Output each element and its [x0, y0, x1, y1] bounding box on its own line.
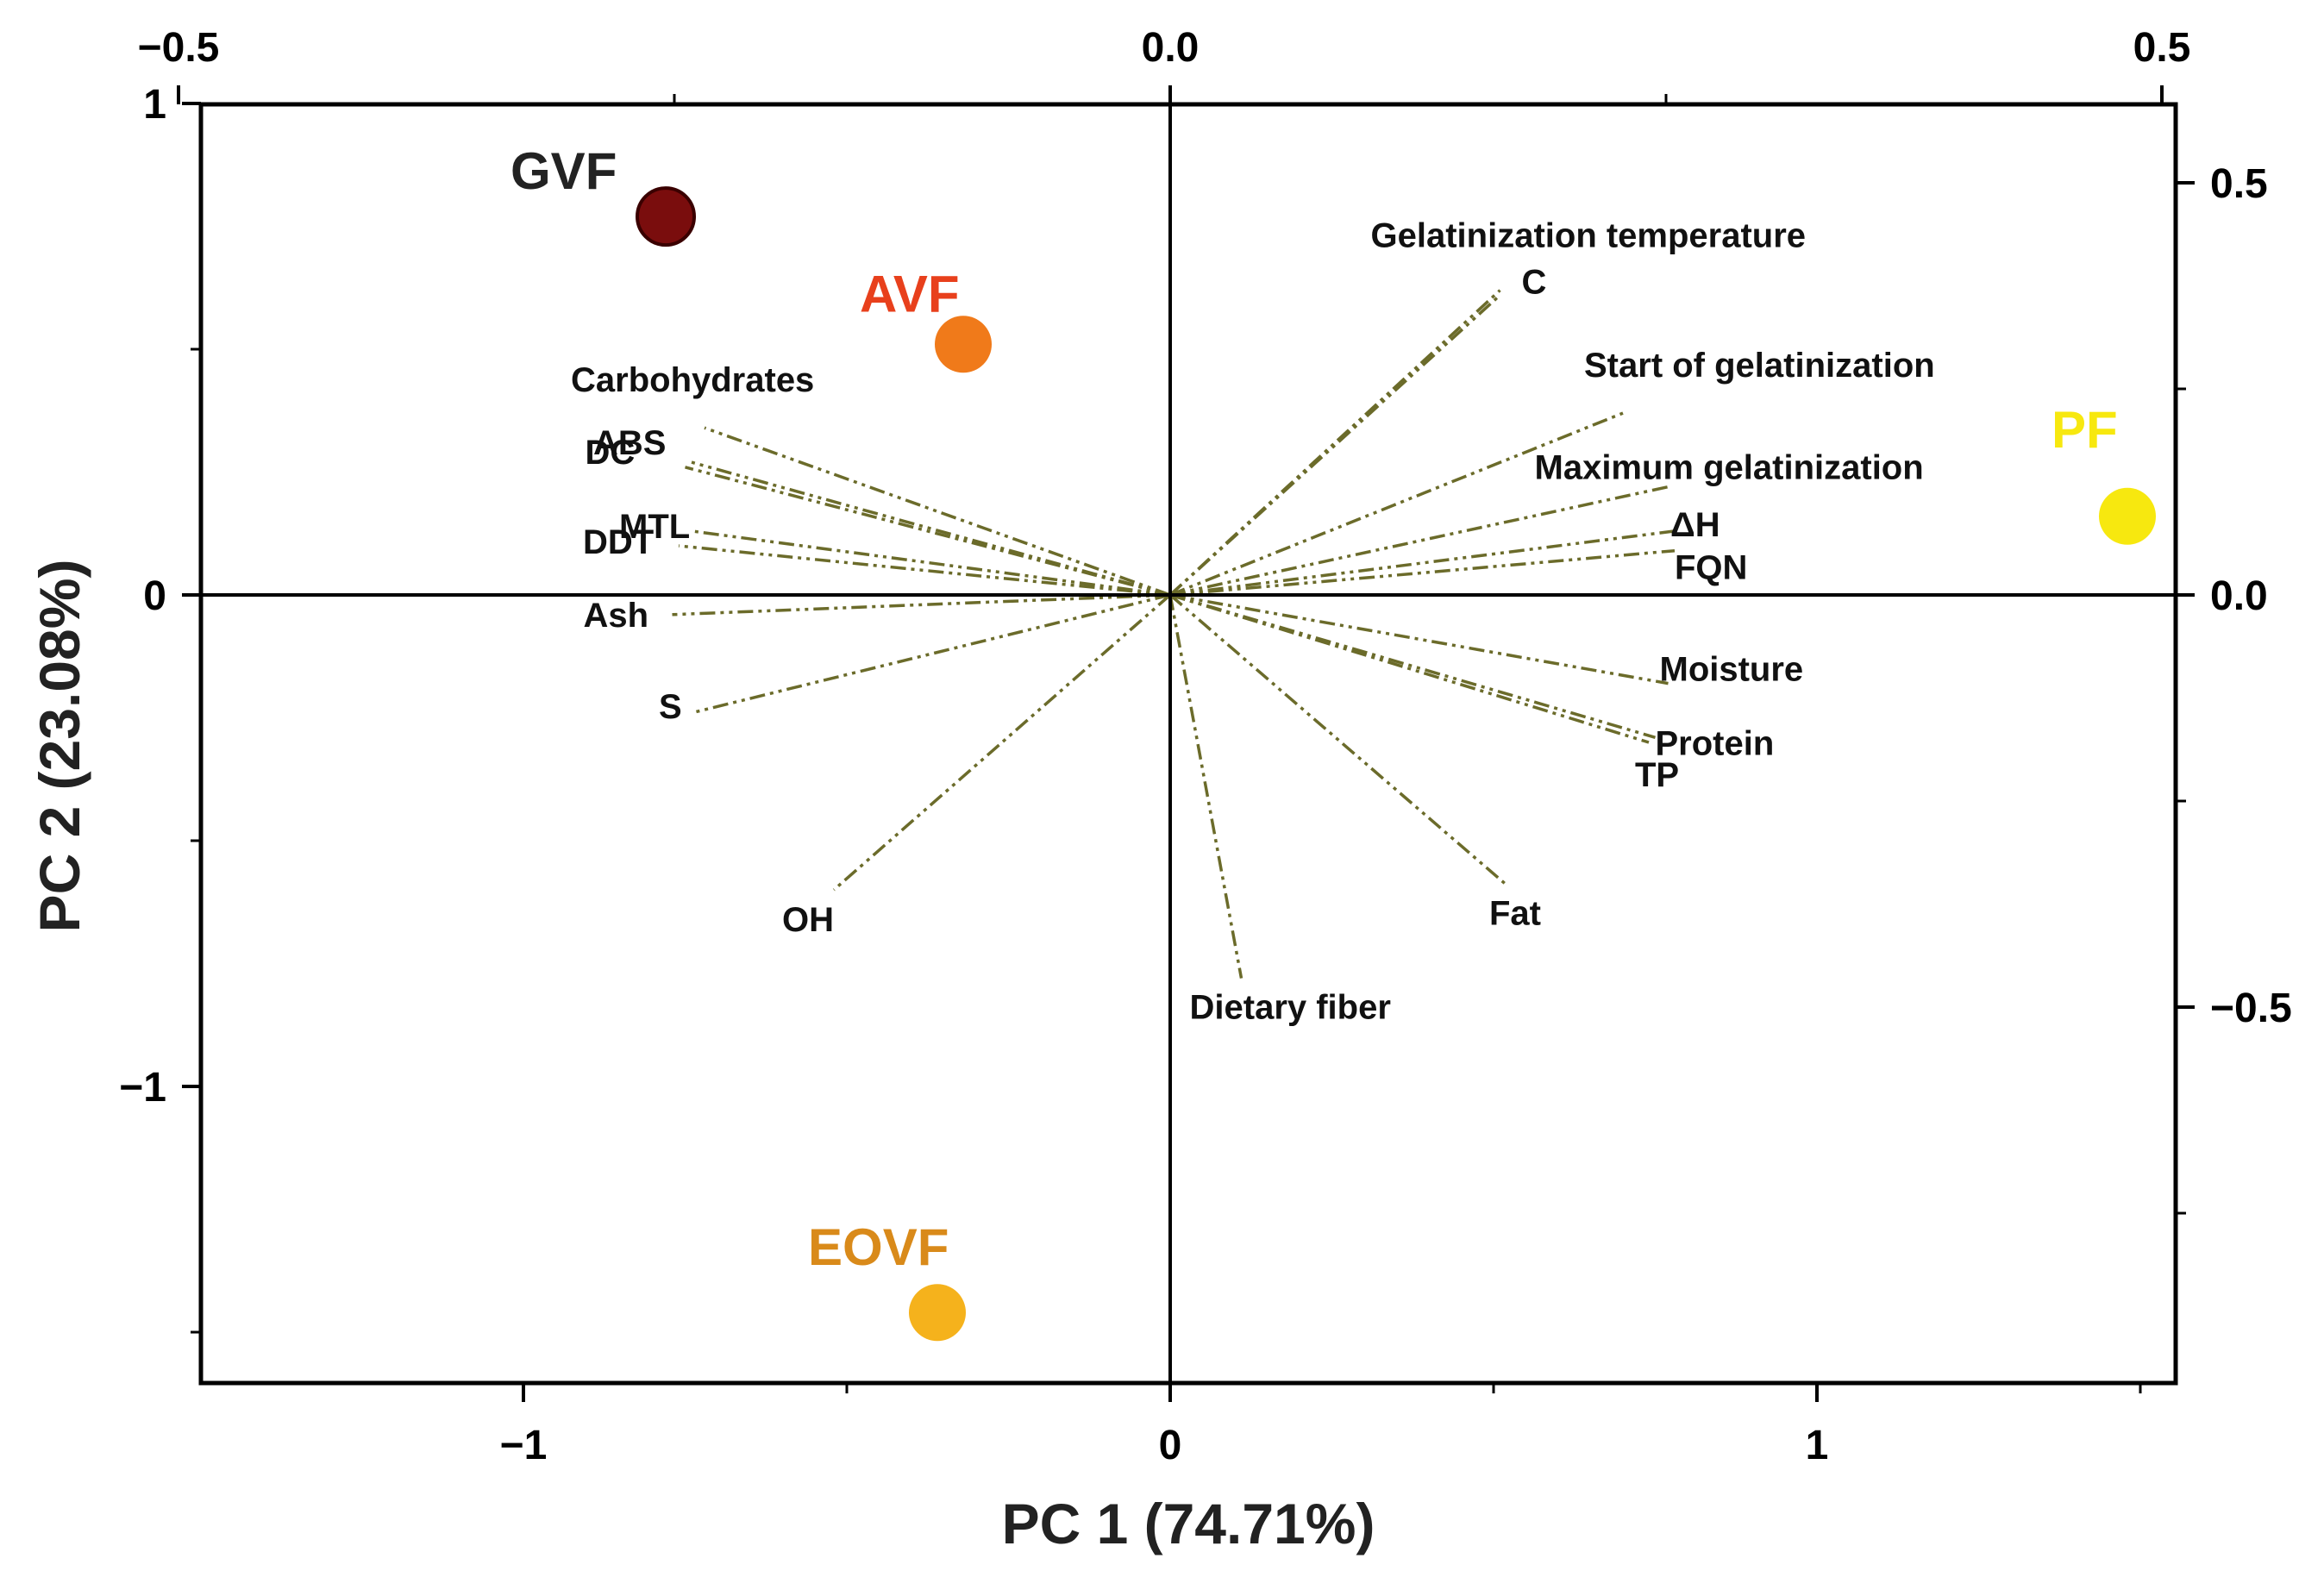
loading-label: ΔH — [1670, 506, 1720, 544]
sample-points: GVF AVF PF EOVF — [511, 142, 2156, 1342]
loading-label: C — [1522, 263, 1547, 301]
sample-point — [636, 186, 696, 247]
loading-vector — [672, 593, 1171, 617]
loading-vector — [691, 593, 1171, 715]
plot-frame — [198, 102, 2178, 1386]
loading-label: Moisture — [1660, 651, 1804, 689]
loading-label: DC — [586, 434, 636, 472]
top-tick-label: 0.5 — [2133, 25, 2191, 71]
loading-label: MTL — [619, 508, 690, 546]
sample-label: AVF — [860, 265, 960, 322]
loading-vector — [691, 460, 1171, 597]
sample-point — [935, 316, 992, 373]
sample-label: EOVF — [808, 1218, 949, 1276]
loading-label: Protein — [1656, 724, 1775, 762]
loading-label: DDT — [583, 523, 654, 561]
loading-label: Gelatinization temperature — [1371, 217, 1807, 255]
loading-vector — [1169, 593, 1650, 744]
loading-label: Dietary fiber — [1190, 989, 1391, 1027]
y-tick-label: 1 — [143, 82, 166, 128]
sample-label: GVF — [511, 142, 617, 200]
x-axis-title: PC 1 (74.71%) — [1002, 1492, 1375, 1555]
loading-label: OH — [782, 901, 834, 939]
loading-label: Carbohydrates — [571, 361, 814, 399]
x-tick-label: −1 — [500, 1423, 548, 1468]
right-tick-label: −0.5 — [2210, 986, 2292, 1031]
right-tick-label: 0.0 — [2210, 573, 2268, 619]
loading-vector — [691, 529, 1171, 597]
loading-vector — [678, 544, 1171, 597]
y-tick-label: −1 — [119, 1065, 166, 1111]
loading-vector — [1168, 289, 1501, 597]
loading-vector — [1169, 593, 1656, 739]
loading-vector — [1169, 548, 1676, 597]
sample-label: PF — [2052, 401, 2118, 459]
loading-label: ABS — [593, 424, 666, 462]
loading-vector — [1169, 529, 1676, 597]
loading-vectors — [672, 289, 1676, 979]
right-tick-label: 0.5 — [2210, 161, 2268, 207]
sample-point — [909, 1284, 966, 1342]
loading-vector — [1168, 294, 1501, 597]
y-axis-title: PC 2 (23.08%) — [28, 560, 91, 933]
sample-point — [2099, 487, 2156, 545]
loading-vector — [1169, 485, 1669, 597]
top-tick-label: −0.5 — [138, 25, 220, 71]
loading-vector — [1169, 411, 1624, 597]
loading-vector — [1168, 593, 1508, 886]
loading-vector — [1169, 593, 1669, 685]
loading-label: S — [659, 688, 682, 726]
axis-ticks: −1 0 1 1 0 −1 −0.5 0.0 0.5 0.5 0.0 −0.5 — [119, 25, 2292, 1468]
loading-vector — [685, 466, 1171, 597]
loading-label: Start of gelatinization — [1584, 347, 1935, 385]
loading-vector — [832, 593, 1172, 892]
loading-label: Ash — [584, 597, 649, 635]
x-tick-label: 1 — [1806, 1423, 1829, 1468]
top-tick-label: 0.0 — [1142, 25, 1200, 71]
loading-label: Maximum gelatinization — [1535, 449, 1924, 487]
loading-label: FQN — [1675, 549, 1747, 587]
loading-label: Fat — [1489, 894, 1541, 932]
loading-labels: Gelatinization temperature C Start of gela… — [571, 217, 1935, 1027]
loading-vector — [1168, 594, 1243, 979]
x-tick-label: 0 — [1159, 1423, 1182, 1468]
y-tick-label: 0 — [143, 573, 166, 619]
loading-label: TP — [1635, 756, 1679, 794]
loading-vector — [704, 426, 1171, 597]
